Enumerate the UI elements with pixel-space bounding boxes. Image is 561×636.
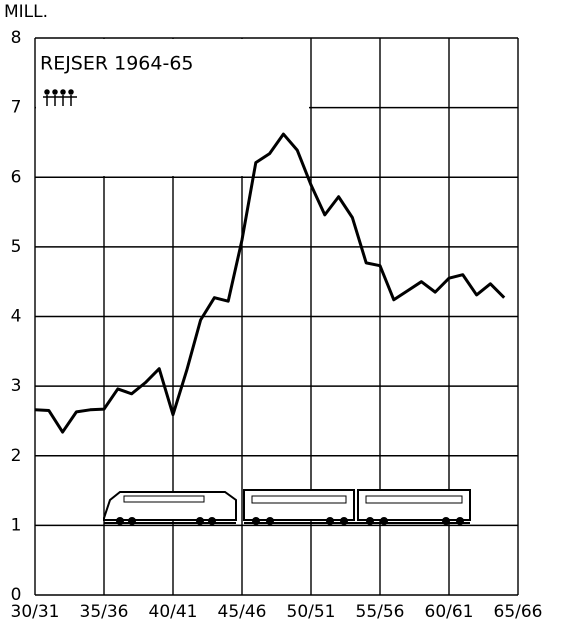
y-tick-label: 2 bbox=[11, 446, 22, 466]
x-tick-label: 60/61 bbox=[425, 602, 474, 622]
x-tick-label: 50/51 bbox=[287, 602, 336, 622]
y-tick-label: 7 bbox=[11, 98, 22, 118]
title-box bbox=[36, 39, 309, 176]
people-icon bbox=[43, 89, 77, 106]
y-axis-label: MILL. bbox=[4, 2, 48, 22]
train-illustration bbox=[103, 489, 471, 525]
data-line bbox=[34, 132, 506, 434]
x-tick-label: 40/41 bbox=[149, 602, 198, 622]
x-tick-label: 30/31 bbox=[11, 602, 60, 622]
y-tick-label: 0 bbox=[11, 585, 22, 605]
y-tick-label: 4 bbox=[11, 307, 22, 327]
chart-title: REJSER 1964-65 bbox=[40, 53, 194, 75]
y-tick-label: 6 bbox=[11, 167, 22, 187]
x-tick-label: 35/36 bbox=[80, 602, 129, 622]
y-tick-label: 8 bbox=[11, 28, 22, 48]
y-tick-label: 5 bbox=[11, 237, 22, 257]
x-tick-label: 65/66 bbox=[494, 602, 543, 622]
y-tick-label: 3 bbox=[11, 376, 22, 396]
x-tick-label: 55/56 bbox=[356, 602, 405, 622]
y-tick-label: 1 bbox=[11, 515, 22, 535]
x-tick-label: 45/46 bbox=[218, 602, 267, 622]
